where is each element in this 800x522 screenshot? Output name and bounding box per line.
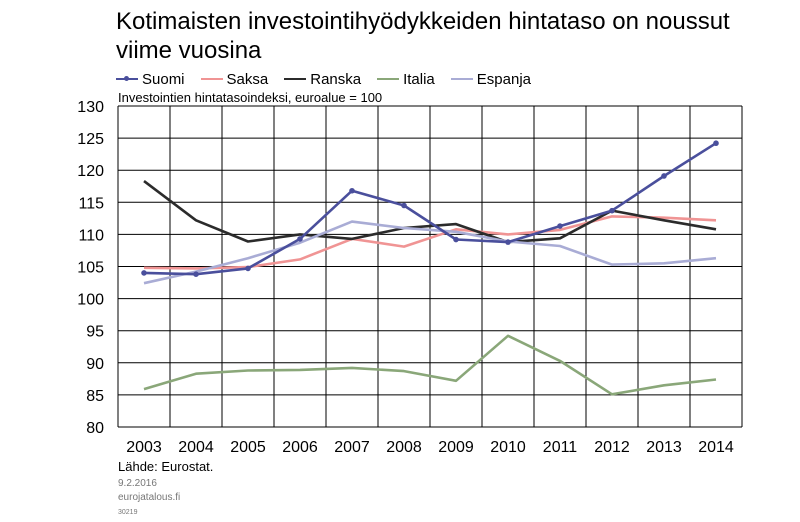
x-tick-label: 2008 xyxy=(386,439,422,456)
x-tick-label: 2010 xyxy=(490,439,526,456)
legend-label: Saksa xyxy=(226,70,269,88)
series-point-suomi xyxy=(401,202,407,209)
date-note: 9.2.2016 xyxy=(118,478,157,489)
x-tick-label: 2005 xyxy=(230,439,266,456)
chart-code: 30219 xyxy=(118,509,138,516)
legend-label: Espanja xyxy=(476,70,531,88)
series-point-suomi xyxy=(661,173,667,179)
series-point-suomi xyxy=(505,239,511,245)
y-tick-label: 95 xyxy=(86,324,104,341)
y-tick-label: 80 xyxy=(86,420,104,437)
series-line-italia xyxy=(143,334,717,396)
series-point-suomi xyxy=(453,236,459,243)
y-tick-label: 115 xyxy=(78,195,104,212)
x-tick-label: 2003 xyxy=(126,439,162,456)
series-point-suomi xyxy=(245,265,251,272)
y-tick-label: 85 xyxy=(86,388,104,405)
x-tick-label: 2006 xyxy=(282,439,318,456)
series-point-suomi xyxy=(713,140,719,147)
x-tick-label: 2013 xyxy=(646,439,682,456)
y-tick-label: 125 xyxy=(77,131,104,148)
series-line-saksa xyxy=(143,215,717,270)
y-tick-label: 90 xyxy=(86,356,104,373)
x-tick-label: 2014 xyxy=(698,439,734,456)
y-tick-label: 105 xyxy=(77,260,104,277)
legend: Suomi Saksa Ranska Italia Espanja xyxy=(116,69,547,89)
legend-item-ranska: Ranska xyxy=(284,71,361,88)
legend-item-italia: Italia xyxy=(377,71,435,88)
legend-label: Suomi xyxy=(142,70,185,88)
y-tick-label: 130 xyxy=(77,99,104,116)
series-point-suomi xyxy=(349,187,355,194)
legend-item-suomi: Suomi xyxy=(116,71,185,88)
chart-title: Kotimaisten investointihyödykkeiden hint… xyxy=(116,8,730,64)
legend-swatch xyxy=(116,76,138,81)
site-note: eurojatalous.fi xyxy=(118,492,181,503)
series-line-ranska xyxy=(143,180,717,244)
legend-label: Ranska xyxy=(310,70,362,88)
series-point-suomi xyxy=(141,270,147,276)
y-tick-label: 100 xyxy=(77,292,104,309)
x-tick-label: 2009 xyxy=(438,439,474,456)
y-tick-label: 120 xyxy=(77,163,104,180)
x-tick-label: 2012 xyxy=(594,439,630,456)
series-point-suomi xyxy=(609,207,615,214)
series-line-suomi xyxy=(143,142,717,276)
series-point-suomi xyxy=(193,271,199,278)
legend-item-saksa: Saksa xyxy=(200,70,269,88)
y-tick-label: 110 xyxy=(78,227,104,244)
legend-swatch xyxy=(200,78,223,80)
x-tick-label: 2011 xyxy=(543,439,578,456)
x-tick-label: 2007 xyxy=(334,439,370,456)
legend-swatch xyxy=(450,78,473,80)
legend-label: Italia xyxy=(403,70,435,88)
series-line-espanja xyxy=(143,220,717,285)
x-tick-label: 2004 xyxy=(178,439,214,456)
legend-item-espanja: Espanja xyxy=(450,70,531,88)
source-note: Lähde: Eurostat. xyxy=(118,459,214,474)
legend-swatch xyxy=(284,78,307,80)
chart-subtitle: Investointien hintatasoindeksi, euroalue… xyxy=(118,90,383,105)
series-point-suomi xyxy=(557,223,563,229)
legend-swatch xyxy=(377,78,400,80)
series-point-suomi xyxy=(297,236,303,242)
